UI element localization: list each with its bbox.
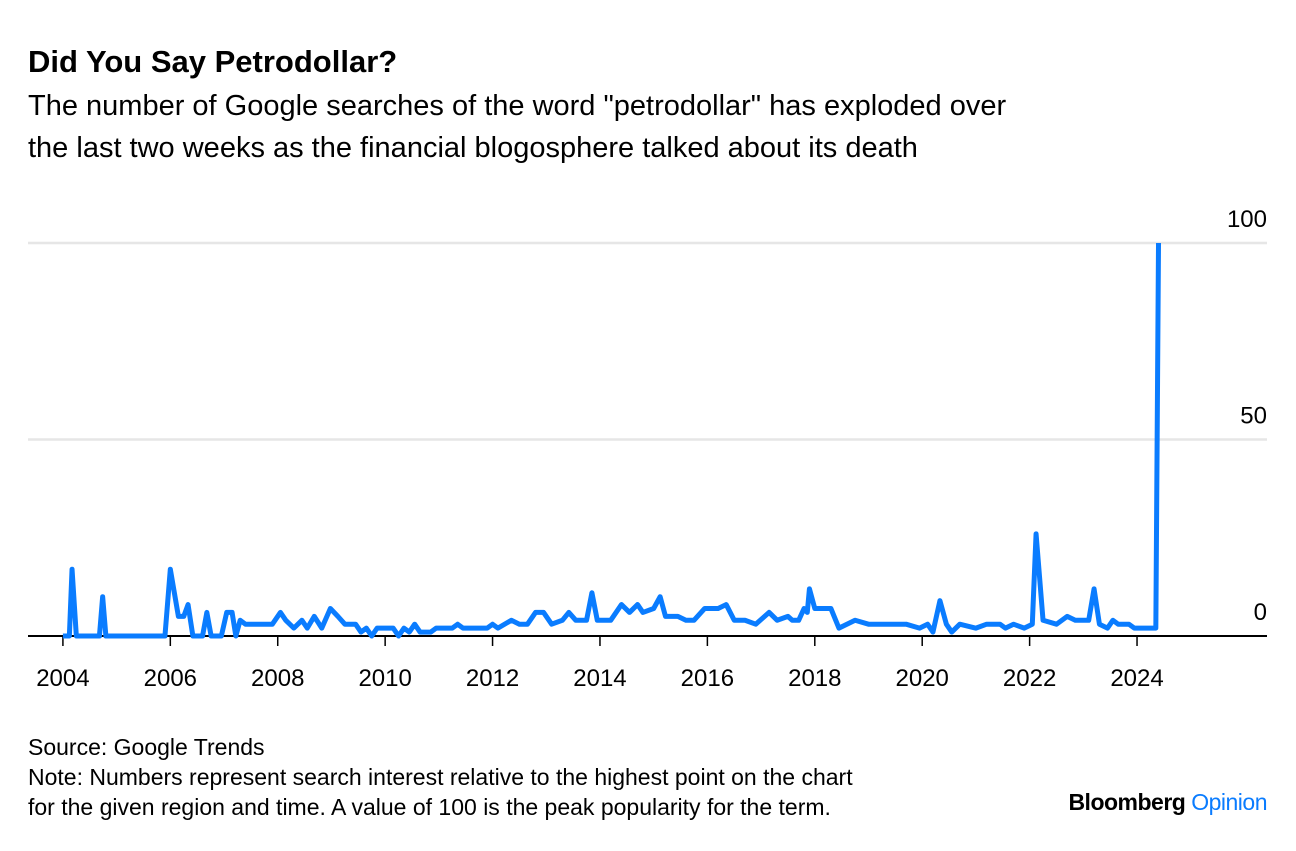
x-tick-label: 2022: [1003, 665, 1056, 692]
y-tick-label: 100: [1227, 206, 1267, 233]
note: Note: Numbers represent search interest …: [28, 764, 853, 790]
line: [62, 242, 1162, 639]
x-tick-label: 2020: [896, 665, 949, 692]
chart-subtitle: The number of Google searches of the wor…: [28, 90, 1006, 122]
y-tick-label: 50: [1240, 403, 1267, 430]
note: for the given region and time. A value o…: [28, 794, 831, 820]
x-tick-label: 2008: [251, 665, 304, 692]
x-tick-label: 2024: [1110, 665, 1163, 692]
chart-title: Did You Say Petrodollar?: [28, 44, 397, 79]
x-tick-label: 2014: [573, 665, 626, 692]
brand: Bloomberg Opinion: [1068, 789, 1267, 815]
x-tick-label: 2010: [358, 665, 411, 692]
x-tick-label: 2004: [36, 665, 89, 692]
chart-subtitle: the last two weeks as the financial blog…: [28, 132, 918, 164]
x-tick-label: 2016: [681, 665, 734, 692]
y-tick-label: 0: [1254, 599, 1267, 626]
brand-name: Bloomberg: [1068, 789, 1185, 815]
source: Source: Google Trends: [28, 734, 265, 760]
x-tick-label: 2006: [144, 665, 197, 692]
x-tick-label: 2012: [466, 665, 519, 692]
x-tick-label: 2018: [788, 665, 841, 692]
brand-section: Opinion: [1191, 789, 1267, 815]
